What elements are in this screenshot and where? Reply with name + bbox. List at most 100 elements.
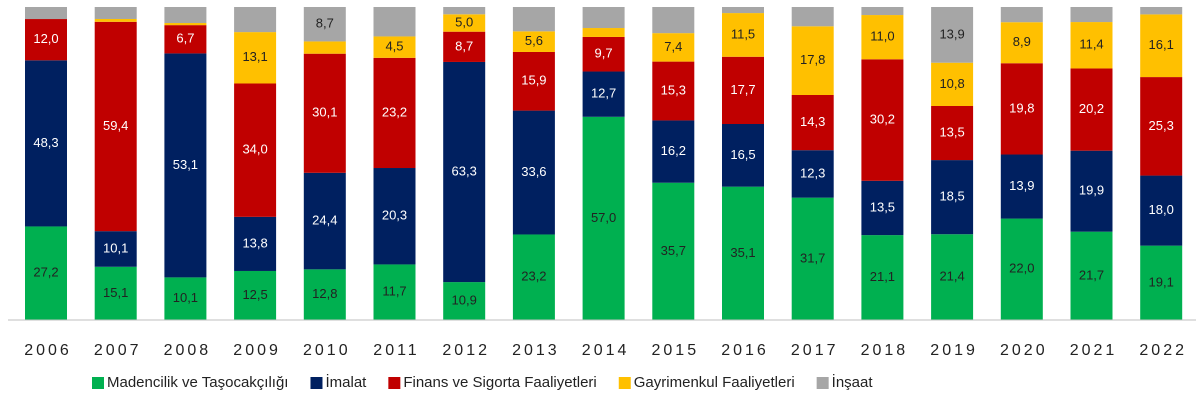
bar-segment bbox=[652, 7, 695, 34]
bar-segment bbox=[931, 160, 974, 235]
bar-segment bbox=[722, 56, 764, 124]
bar-segment bbox=[25, 60, 67, 227]
data-label: 30,2 bbox=[870, 111, 895, 126]
bar-segment bbox=[373, 36, 416, 58]
data-label: 13,9 bbox=[1009, 178, 1034, 193]
data-label: 10,1 bbox=[173, 290, 198, 305]
x-tick-label: 2020 bbox=[1000, 342, 1048, 359]
x-tick-label: 2015 bbox=[652, 342, 700, 359]
bar-segment bbox=[1000, 63, 1043, 155]
bar-segment bbox=[1140, 245, 1183, 320]
bar-segment bbox=[1000, 218, 1043, 320]
data-label: 30,1 bbox=[312, 105, 337, 120]
bar-segment bbox=[164, 53, 207, 278]
bar-segment bbox=[94, 18, 137, 22]
bar-segment bbox=[164, 7, 207, 24]
x-tick-label: 2007 bbox=[94, 342, 142, 359]
bar-segment bbox=[94, 7, 137, 19]
x-tick-label: 2019 bbox=[930, 342, 978, 359]
bar-segment bbox=[1070, 231, 1113, 320]
bar-segment bbox=[443, 14, 486, 32]
bar-segment bbox=[861, 7, 904, 16]
legend-swatch bbox=[388, 377, 401, 389]
bar-segment bbox=[164, 25, 207, 54]
data-label: 8,7 bbox=[455, 38, 473, 53]
bar-segment bbox=[582, 7, 625, 29]
bar-segment bbox=[234, 270, 277, 320]
legend-label: Gayrimenkul Faaliyetleri bbox=[634, 374, 795, 391]
bar-segment bbox=[722, 186, 764, 320]
bar-segment bbox=[931, 234, 974, 320]
data-label: 16,1 bbox=[1149, 37, 1174, 52]
bar-segment bbox=[373, 57, 416, 169]
data-label: 8,9 bbox=[1013, 34, 1031, 49]
legend-swatch bbox=[310, 377, 323, 389]
data-label: 12,3 bbox=[800, 165, 825, 180]
data-label: 20,2 bbox=[1079, 101, 1104, 116]
legend-swatch bbox=[92, 377, 104, 389]
data-label: 34,0 bbox=[242, 142, 267, 157]
data-label: 13,5 bbox=[870, 199, 895, 214]
legend-swatch bbox=[618, 377, 631, 389]
x-tick-label: 2010 bbox=[303, 342, 351, 359]
data-label: 21,4 bbox=[939, 269, 964, 284]
data-label: 12,0 bbox=[33, 31, 58, 46]
data-label: 11,4 bbox=[1079, 37, 1103, 52]
legend-swatch bbox=[816, 377, 829, 389]
bar-segment bbox=[303, 269, 346, 320]
x-tick-label: 2014 bbox=[582, 342, 630, 359]
data-label: 25,3 bbox=[1149, 118, 1174, 133]
bar-segment bbox=[931, 7, 974, 63]
data-label: 15,9 bbox=[521, 73, 546, 88]
bar-segment bbox=[373, 7, 416, 37]
data-label: 11,5 bbox=[731, 26, 755, 41]
bar-segment bbox=[1070, 150, 1113, 232]
data-label: 23,2 bbox=[521, 269, 546, 284]
data-label: 15,1 bbox=[103, 285, 128, 300]
x-tick-label: 2016 bbox=[721, 342, 769, 359]
data-label: 59,4 bbox=[103, 118, 128, 133]
bar-segment bbox=[512, 234, 555, 320]
bar-segment bbox=[443, 7, 486, 15]
data-label: 19,9 bbox=[1079, 183, 1104, 198]
bar-segment bbox=[1140, 77, 1183, 176]
data-label: 53,1 bbox=[173, 157, 198, 172]
bar-segment bbox=[234, 7, 277, 33]
data-label: 10,8 bbox=[939, 76, 964, 91]
bar-segment bbox=[164, 277, 207, 320]
data-label: 5,0 bbox=[455, 14, 473, 29]
bar-segment bbox=[791, 94, 834, 151]
bar-segment bbox=[512, 110, 555, 235]
bar-segment bbox=[861, 59, 904, 181]
bar-segment bbox=[1070, 7, 1113, 23]
data-label: 8,7 bbox=[316, 16, 334, 31]
data-label: 15,3 bbox=[661, 82, 686, 97]
bar-segment bbox=[303, 53, 346, 173]
x-tick-label: 2021 bbox=[1070, 342, 1118, 359]
bar-segment bbox=[512, 31, 555, 52]
bar-segment bbox=[512, 51, 555, 111]
bar-segment bbox=[303, 7, 346, 42]
data-label: 10,9 bbox=[452, 292, 477, 307]
bar-segment bbox=[791, 197, 834, 320]
data-label: 9,7 bbox=[595, 46, 613, 61]
data-label: 16,5 bbox=[730, 147, 755, 162]
data-label: 12,8 bbox=[312, 286, 337, 301]
bar-segment bbox=[722, 13, 764, 57]
bar-segment bbox=[652, 120, 695, 183]
bar-segment bbox=[25, 19, 67, 61]
bar-segment bbox=[1140, 7, 1183, 15]
x-tick-label: 2022 bbox=[1139, 342, 1187, 359]
bar-segment bbox=[443, 282, 486, 320]
bar-segment bbox=[861, 15, 904, 60]
data-label: 63,3 bbox=[452, 163, 477, 178]
legend-label: İmalat bbox=[325, 373, 367, 391]
bar-segment bbox=[722, 123, 764, 187]
bar-segment bbox=[652, 61, 695, 121]
legend-label: İnşaat bbox=[832, 373, 874, 391]
bar-segment bbox=[443, 31, 486, 62]
data-label: 21,7 bbox=[1079, 267, 1104, 282]
data-label: 7,4 bbox=[664, 39, 682, 54]
bar-segment bbox=[443, 61, 486, 283]
